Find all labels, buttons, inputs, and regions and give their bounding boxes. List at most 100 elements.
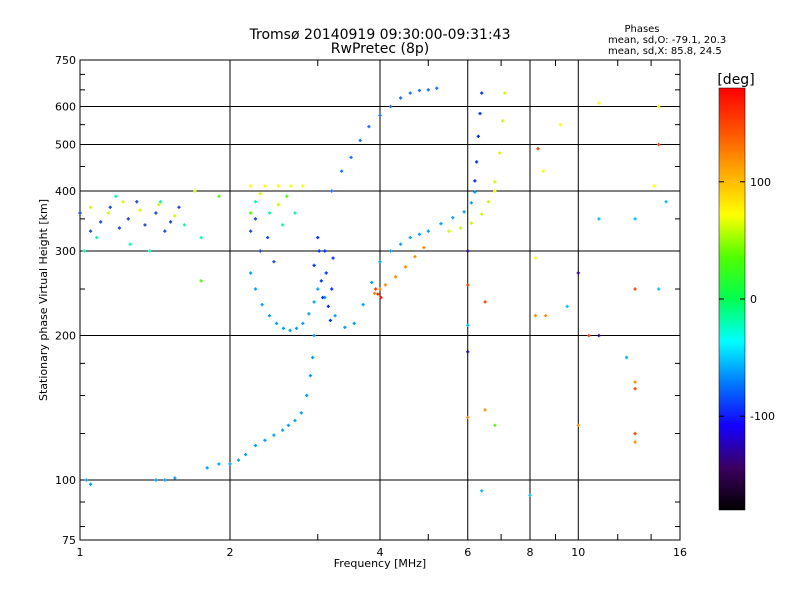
data-point bbox=[293, 211, 297, 215]
data-point bbox=[388, 249, 393, 253]
data-point bbox=[95, 235, 99, 240]
data-point bbox=[272, 433, 276, 437]
data-point bbox=[466, 249, 470, 253]
data-point bbox=[376, 292, 380, 296]
data-point bbox=[106, 211, 110, 215]
x-tick-label: 10 bbox=[571, 546, 585, 559]
data-point bbox=[451, 216, 455, 220]
data-point bbox=[182, 223, 186, 227]
data-point bbox=[633, 287, 637, 291]
data-point bbox=[349, 155, 353, 160]
data-point bbox=[426, 88, 430, 92]
data-point bbox=[633, 440, 637, 444]
data-point bbox=[501, 119, 505, 123]
data-point bbox=[473, 179, 477, 183]
data-point bbox=[253, 287, 258, 291]
data-point bbox=[533, 314, 537, 318]
data-point bbox=[458, 226, 463, 230]
data-point bbox=[469, 201, 473, 205]
data-point bbox=[541, 169, 545, 173]
data-point bbox=[652, 184, 656, 188]
data-point bbox=[154, 211, 158, 215]
data-point bbox=[408, 91, 412, 95]
data-point bbox=[633, 387, 637, 391]
data-point bbox=[633, 217, 637, 221]
data-point bbox=[497, 151, 502, 155]
data-point bbox=[528, 493, 532, 497]
data-point bbox=[408, 235, 412, 240]
data-point bbox=[88, 482, 93, 486]
data-point bbox=[321, 295, 325, 300]
data-point bbox=[486, 200, 490, 204]
data-point bbox=[330, 287, 334, 291]
data-point bbox=[263, 184, 267, 188]
data-point bbox=[480, 212, 484, 216]
chart-subtitle: RwPretec (8p) bbox=[331, 41, 429, 57]
data-point bbox=[462, 210, 466, 214]
data-point bbox=[299, 411, 303, 415]
data-point bbox=[473, 190, 477, 194]
data-point bbox=[383, 283, 387, 287]
data-point bbox=[587, 333, 591, 338]
data-point bbox=[439, 222, 443, 226]
data-point bbox=[340, 169, 344, 173]
data-point bbox=[474, 160, 479, 164]
y-tick-label: 500 bbox=[55, 139, 76, 152]
data-point bbox=[372, 291, 377, 295]
data-point bbox=[317, 249, 321, 253]
data-point bbox=[301, 184, 305, 188]
data-point bbox=[169, 220, 173, 224]
data-point bbox=[657, 142, 661, 147]
colorbar-tick-label: -100 bbox=[750, 410, 775, 423]
data-point bbox=[503, 91, 507, 95]
data-point bbox=[138, 208, 142, 212]
data-point bbox=[388, 104, 393, 109]
data-point bbox=[466, 323, 470, 327]
data-point bbox=[285, 194, 289, 198]
colorbar: [deg] -100 0 100 bbox=[717, 72, 775, 511]
x-tick-label: 1 bbox=[77, 546, 84, 559]
data-point bbox=[244, 452, 248, 457]
data-point bbox=[319, 279, 323, 283]
stats-line-o: mean, sd,O: -79.1, 20.3 bbox=[608, 35, 726, 46]
data-point bbox=[260, 302, 264, 307]
data-point bbox=[311, 355, 315, 360]
data-point bbox=[148, 249, 152, 253]
y-tick-label: 300 bbox=[55, 245, 76, 258]
data-point bbox=[378, 260, 382, 264]
x-axis-ticks: 1 2 4 6 8 10 16 bbox=[77, 60, 687, 559]
plot-area: 1 2 4 6 8 10 16 75 100 200 300 400 500 600 750 bbox=[55, 54, 687, 559]
data-point bbox=[323, 249, 327, 253]
data-point bbox=[117, 226, 122, 230]
data-point bbox=[266, 235, 270, 240]
data-point bbox=[249, 229, 253, 233]
data-point bbox=[544, 314, 548, 318]
data-point bbox=[157, 202, 161, 207]
data-point bbox=[154, 478, 158, 482]
x-axis-label: Frequency [MHz] bbox=[334, 557, 426, 570]
data-point bbox=[378, 287, 382, 291]
data-point bbox=[312, 333, 316, 338]
data-point bbox=[657, 104, 661, 109]
data-point bbox=[466, 283, 470, 287]
data-point bbox=[294, 326, 299, 330]
data-point bbox=[394, 275, 398, 279]
data-point bbox=[249, 211, 253, 215]
data-point bbox=[263, 438, 267, 442]
data-point bbox=[308, 374, 313, 378]
data-point bbox=[664, 200, 668, 204]
data-point bbox=[301, 321, 305, 325]
y-tick-label: 200 bbox=[55, 330, 76, 343]
data-point bbox=[199, 279, 203, 283]
data-point bbox=[633, 431, 637, 436]
data-point bbox=[108, 205, 112, 209]
data-point bbox=[126, 217, 130, 221]
data-point bbox=[370, 280, 374, 285]
data-point bbox=[82, 249, 86, 253]
data-point bbox=[307, 312, 311, 316]
colorbar-tick-label: 100 bbox=[750, 176, 771, 189]
data-point bbox=[163, 478, 167, 482]
colorbar-label: [deg] bbox=[717, 72, 754, 88]
data-point bbox=[597, 217, 601, 221]
